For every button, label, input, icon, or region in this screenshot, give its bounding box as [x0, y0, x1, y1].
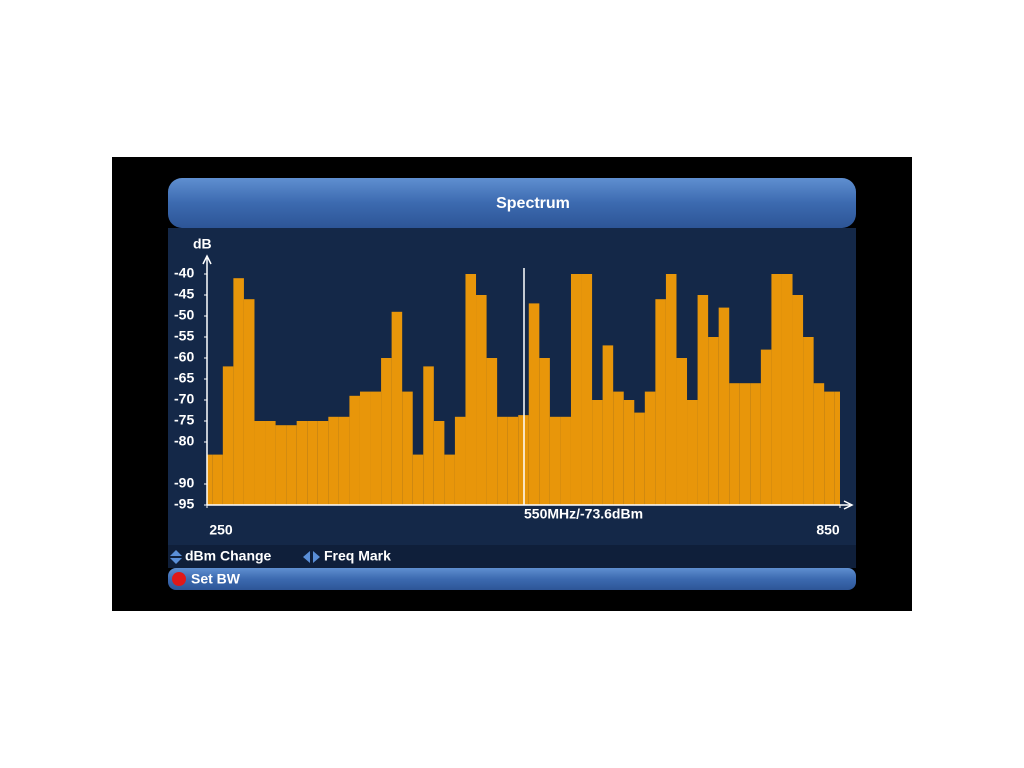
y-tick-label: -80 [174, 433, 194, 449]
spectrum-bar [402, 391, 413, 505]
spectrum-bar [497, 416, 508, 505]
spectrum-bar [549, 416, 561, 505]
spectrum-bar [207, 454, 213, 505]
y-tick-label: -55 [174, 328, 194, 344]
spectrum-bar [539, 358, 550, 505]
spectrum-bar [718, 307, 730, 505]
marker-readout: 550MHz/-73.6dBm [524, 506, 643, 522]
left-icon [303, 551, 310, 563]
hint-dbm: dBm Change [185, 548, 272, 564]
spectrum-bar [581, 274, 593, 505]
footer-button[interactable]: Set BW [191, 571, 241, 587]
spectrum-bar [296, 421, 308, 505]
footer-bar [168, 568, 856, 590]
spectrum-bar [750, 383, 761, 505]
spectrum-bar [676, 358, 688, 505]
spectrum-bar [338, 416, 350, 505]
spectrum-bar [476, 295, 487, 505]
down-icon [170, 558, 182, 564]
spectrum-bar [243, 299, 255, 505]
spectrum-bar [212, 454, 223, 505]
spectrum-bar [602, 345, 614, 505]
spectrum-bar [708, 337, 719, 505]
spectrum-bar [592, 400, 603, 505]
spectrum-bar [687, 400, 698, 505]
spectrum-bar [834, 391, 840, 505]
spectrum-bar [634, 412, 645, 505]
spectrum-bar [739, 383, 751, 505]
right-icon [313, 551, 320, 563]
y-tick-label: -65 [174, 370, 194, 386]
spectrum-bar [359, 391, 371, 505]
spectrum-bar [613, 391, 624, 505]
x-arrow [843, 500, 854, 510]
spectrum-bar [423, 366, 434, 505]
spectrum-bar [824, 391, 835, 505]
spectrum-bar [317, 421, 329, 505]
spectrum-bar [792, 295, 804, 505]
y-tick-label: -90 [174, 475, 194, 491]
spectrum-bar [486, 358, 498, 505]
y-tick-label: -45 [174, 286, 194, 302]
up-icon [170, 550, 182, 556]
spectrum-bar [275, 425, 287, 505]
spectrum-bar [507, 416, 519, 505]
x-tick-label: 850 [816, 522, 840, 538]
spectrum-bar [391, 311, 403, 505]
spectrum-bar [760, 349, 772, 505]
spectrum-bar [771, 274, 782, 505]
plot: -40 -45 -50 -55 -60 -65 -70 -75 -80 -90 -95 250 850 5… [174, 254, 854, 538]
hint-freq: Freq Mark [324, 548, 391, 564]
spectrum-bar [665, 274, 677, 505]
y-tick-label: -50 [174, 307, 194, 323]
spectrum-bar [781, 274, 793, 505]
spectrum-bar [349, 395, 360, 505]
y-axis-label: dB [193, 236, 212, 252]
y-arrow [202, 254, 212, 265]
header-bar [168, 178, 856, 228]
spectrum-bar [233, 278, 244, 505]
spectrum-bar [644, 391, 656, 505]
spectrum-bar [560, 416, 571, 505]
spectrum-bar [528, 303, 540, 505]
spectrum-bar [286, 425, 297, 505]
y-tick-label: -40 [174, 265, 194, 281]
header-title: Spectrum [496, 195, 570, 212]
red-button-icon[interactable] [172, 572, 186, 586]
spectrum-bar [328, 416, 339, 505]
y-tick-label: -75 [174, 412, 194, 428]
spectrum-bar [570, 274, 582, 505]
spectrum-bar [412, 454, 424, 505]
spectrum-bar [623, 400, 635, 505]
spectrum-bar [697, 295, 709, 505]
spectrum-bar [729, 383, 740, 505]
spectrum-bar [265, 421, 276, 505]
spectrum-bar [444, 454, 455, 505]
spectrum-bar [655, 299, 666, 505]
spectrum-bar [433, 421, 445, 505]
hint-row [168, 545, 856, 568]
spectrum-bar [465, 274, 477, 505]
spectrum-bar [307, 421, 318, 505]
spectrum-bar [803, 337, 814, 505]
spectrum-bar [370, 391, 382, 505]
spectrum-bar [381, 358, 392, 505]
spectrum-bar [222, 366, 234, 505]
spectrum-bar [254, 421, 266, 505]
y-tick-label: -60 [174, 349, 194, 365]
y-tick-label: -95 [174, 496, 194, 512]
y-tick-label: -70 [174, 391, 194, 407]
spectrum-bar [454, 416, 466, 505]
spectrum-bar [813, 383, 825, 505]
x-tick-label: 250 [209, 522, 233, 538]
